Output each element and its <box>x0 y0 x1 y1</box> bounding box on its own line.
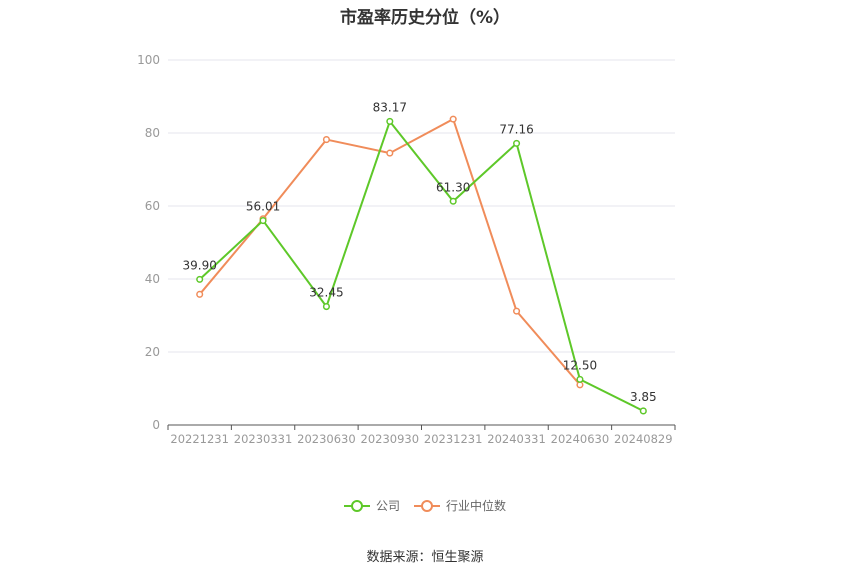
x-tick-label: 20240331 <box>487 432 546 446</box>
chart-title: 市盈率历史分位（%） <box>339 8 511 28</box>
series-group <box>196 115 647 415</box>
data-point <box>513 139 521 147</box>
y-tick-label: 20 <box>145 345 160 359</box>
data-point <box>449 197 457 205</box>
data-point <box>576 375 584 383</box>
data-source: 数据来源：恒生聚源 <box>366 550 484 565</box>
data-point <box>386 117 394 125</box>
data-label: 3.85 <box>630 390 657 404</box>
data-label: 61.30 <box>436 180 470 194</box>
data-label: 83.17 <box>373 100 407 114</box>
legend-label-industry-median: 行业中位数 <box>446 499 507 513</box>
data-point <box>322 303 330 311</box>
y-tick-label: 80 <box>145 126 160 140</box>
series-line-0 <box>199 119 644 412</box>
legend-item-industry-median[interactable]: 行业中位数 <box>414 497 506 514</box>
x-tick-label: 20230630 <box>297 432 356 446</box>
legend-swatch-company <box>343 499 370 513</box>
grid-lines <box>168 59 675 353</box>
y-axis-ticks: 0 20 40 60 80 100 <box>137 53 160 432</box>
legend: 公司 行业中位数 <box>0 497 850 514</box>
x-tick-label: 20240630 <box>551 432 610 446</box>
data-label: 77.16 <box>499 122 533 136</box>
data-labels: 39.90 56.01 32.45 83.17 61.30 77.16 12.50 3.85 <box>183 100 657 404</box>
x-tick-label: 20230930 <box>361 432 420 446</box>
x-tick-label: 20240829 <box>614 432 673 446</box>
data-label: 39.90 <box>183 258 217 272</box>
legend-item-company[interactable]: 公司 <box>343 497 400 514</box>
y-tick-label: 100 <box>137 53 160 67</box>
x-tick-label: 20231231 <box>424 432 483 446</box>
data-label: 32.45 <box>309 286 343 300</box>
x-tick-label: 20221231 <box>170 432 229 446</box>
data-point <box>449 115 457 123</box>
series-line-1 <box>198 117 581 386</box>
data-label: 12.50 <box>563 358 597 372</box>
data-point <box>196 290 204 298</box>
data-label: 56.01 <box>246 200 280 214</box>
y-tick-label: 60 <box>145 199 160 213</box>
data-point <box>259 217 267 225</box>
y-tick-label: 0 <box>152 418 160 432</box>
legend-swatch-industry-median <box>414 499 440 513</box>
data-point <box>513 307 521 315</box>
x-axis: 20221231 20230331 20230630 20230930 20231231… <box>167 424 676 446</box>
legend-label-company: 公司 <box>375 499 400 513</box>
y-tick-label: 40 <box>145 272 160 286</box>
data-point <box>196 275 204 283</box>
x-tick-label: 20230331 <box>234 432 293 446</box>
data-point <box>639 407 647 415</box>
data-point <box>322 136 330 144</box>
data-point <box>386 149 394 157</box>
